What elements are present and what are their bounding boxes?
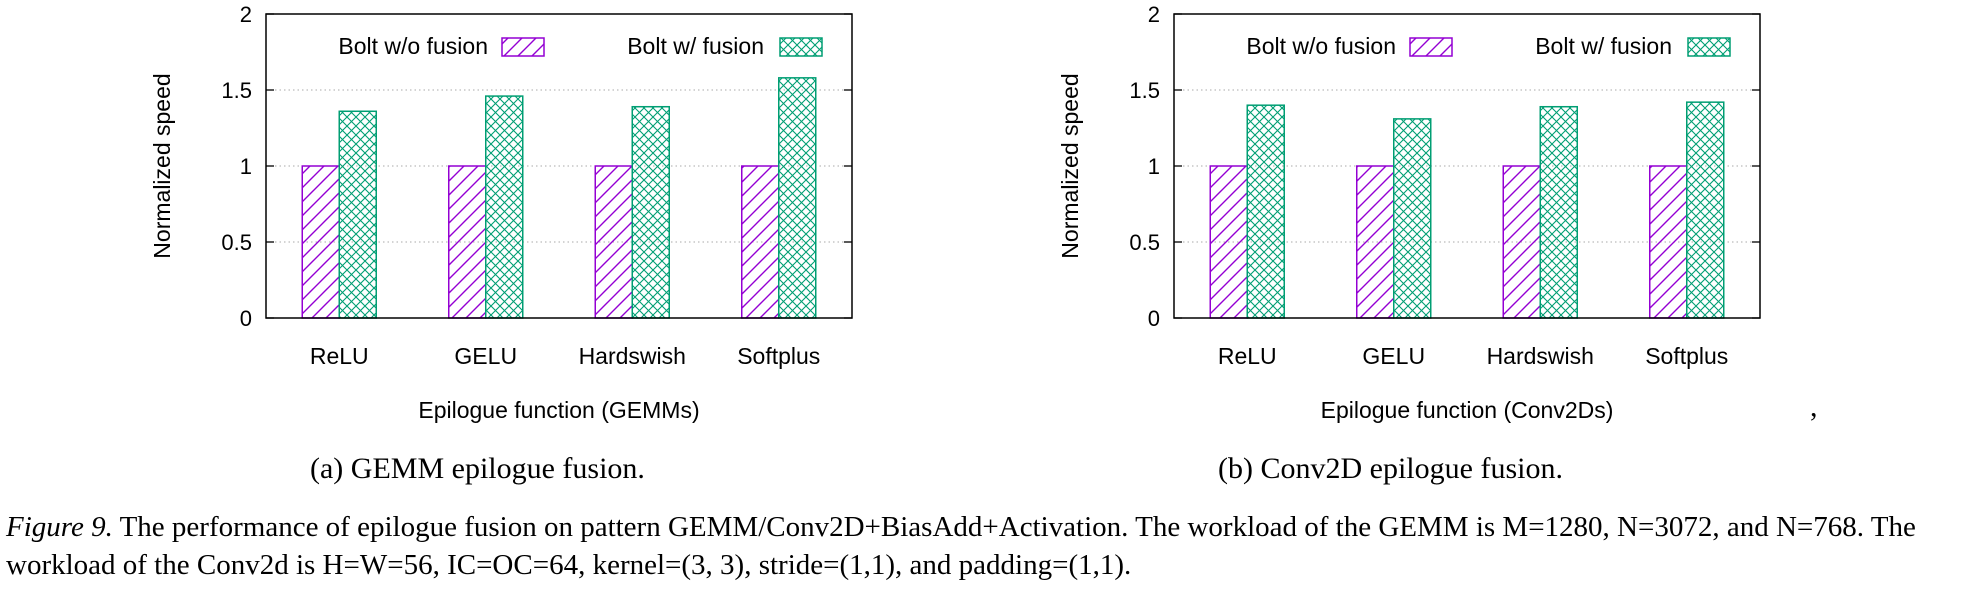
y-tick-label: 0.5 bbox=[1129, 230, 1160, 255]
subcaption-b: (b) Conv2D epilogue fusion. bbox=[1218, 452, 1563, 485]
subcaption-a: (a) GEMM epilogue fusion. bbox=[310, 452, 645, 485]
plot-frame bbox=[1173, 13, 1761, 319]
x-tick-label: Hardswish bbox=[579, 343, 686, 369]
figure-caption-text: The performance of epilogue fusion on pa… bbox=[6, 511, 1916, 581]
bar-with-fusion bbox=[1393, 118, 1432, 319]
bar-with-fusion bbox=[778, 77, 817, 319]
y-tick-label: 1 bbox=[240, 154, 252, 179]
y-tick-label: 0 bbox=[1148, 306, 1160, 331]
legend-swatch bbox=[501, 37, 545, 57]
bar-with-fusion bbox=[485, 95, 524, 319]
x-tick-label: ReLU bbox=[310, 343, 369, 369]
legend-label: Bolt w/o fusion bbox=[338, 33, 488, 59]
figure-caption: Figure 9. The performance of epilogue fu… bbox=[6, 508, 1956, 584]
legend-label: Bolt w/ fusion bbox=[627, 33, 764, 59]
y-axis-label: Normalized speed bbox=[1057, 73, 1083, 258]
stray-comma: , bbox=[1810, 390, 1818, 423]
y-axis-label: Normalized speed bbox=[149, 73, 175, 258]
bar-without-fusion bbox=[1356, 165, 1395, 319]
chart-svg: 0 0.5 1 1.5 2 ReLU GELU Hardswish Softplus Bolt w… bbox=[1057, 2, 1761, 423]
bar-with-fusion bbox=[1686, 101, 1725, 319]
legend-label: Bolt w/o fusion bbox=[1246, 33, 1396, 59]
figure-label: Figure 9. bbox=[6, 511, 113, 543]
y-tick-label: 2 bbox=[1148, 2, 1160, 27]
bar-without-fusion bbox=[301, 165, 340, 319]
bar-without-fusion bbox=[1649, 165, 1688, 319]
y-tick-label: 1.5 bbox=[221, 78, 252, 103]
x-tick-label: Softplus bbox=[737, 343, 820, 369]
y-tick-label: 1.5 bbox=[1129, 78, 1160, 103]
bar-without-fusion bbox=[448, 165, 487, 319]
chart-svg: 0 0.5 1 1.5 2 ReLU GELU Hardswish Softplus Bolt w… bbox=[149, 2, 853, 423]
chart-conv2d: 0 0.5 1 1.5 2 ReLU GELU Hardswish Softplus Bolt w… bbox=[1048, 0, 1768, 435]
chart-gemm: 0 0.5 1 1.5 2 ReLU GELU Hardswish Softplus Bolt w… bbox=[140, 0, 860, 435]
bar-without-fusion bbox=[1502, 165, 1541, 319]
legend-swatch bbox=[1409, 37, 1453, 57]
bar-without-fusion bbox=[741, 165, 780, 319]
y-tick-label: 0 bbox=[240, 306, 252, 331]
x-axis-label: Epilogue function (GEMMs) bbox=[418, 397, 699, 423]
plot-frame bbox=[265, 13, 853, 319]
y-tick-label: 0.5 bbox=[221, 230, 252, 255]
x-tick-label: GELU bbox=[454, 343, 517, 369]
x-tick-label: Hardswish bbox=[1487, 343, 1594, 369]
x-axis-label: Epilogue function (Conv2Ds) bbox=[1321, 397, 1614, 423]
y-tick-label: 2 bbox=[240, 2, 252, 27]
x-tick-label: GELU bbox=[1362, 343, 1425, 369]
bar-with-fusion bbox=[1246, 104, 1285, 319]
bar-without-fusion bbox=[594, 165, 633, 319]
bar-with-fusion bbox=[631, 105, 670, 319]
bar-with-fusion bbox=[338, 110, 377, 319]
legend-swatch bbox=[779, 37, 823, 57]
legend-label: Bolt w/ fusion bbox=[1535, 33, 1672, 59]
legend-swatch bbox=[1687, 37, 1731, 57]
bar-with-fusion bbox=[1539, 105, 1578, 319]
x-tick-label: ReLU bbox=[1218, 343, 1277, 369]
x-tick-label: Softplus bbox=[1645, 343, 1728, 369]
y-tick-label: 1 bbox=[1148, 154, 1160, 179]
bar-without-fusion bbox=[1209, 165, 1248, 319]
